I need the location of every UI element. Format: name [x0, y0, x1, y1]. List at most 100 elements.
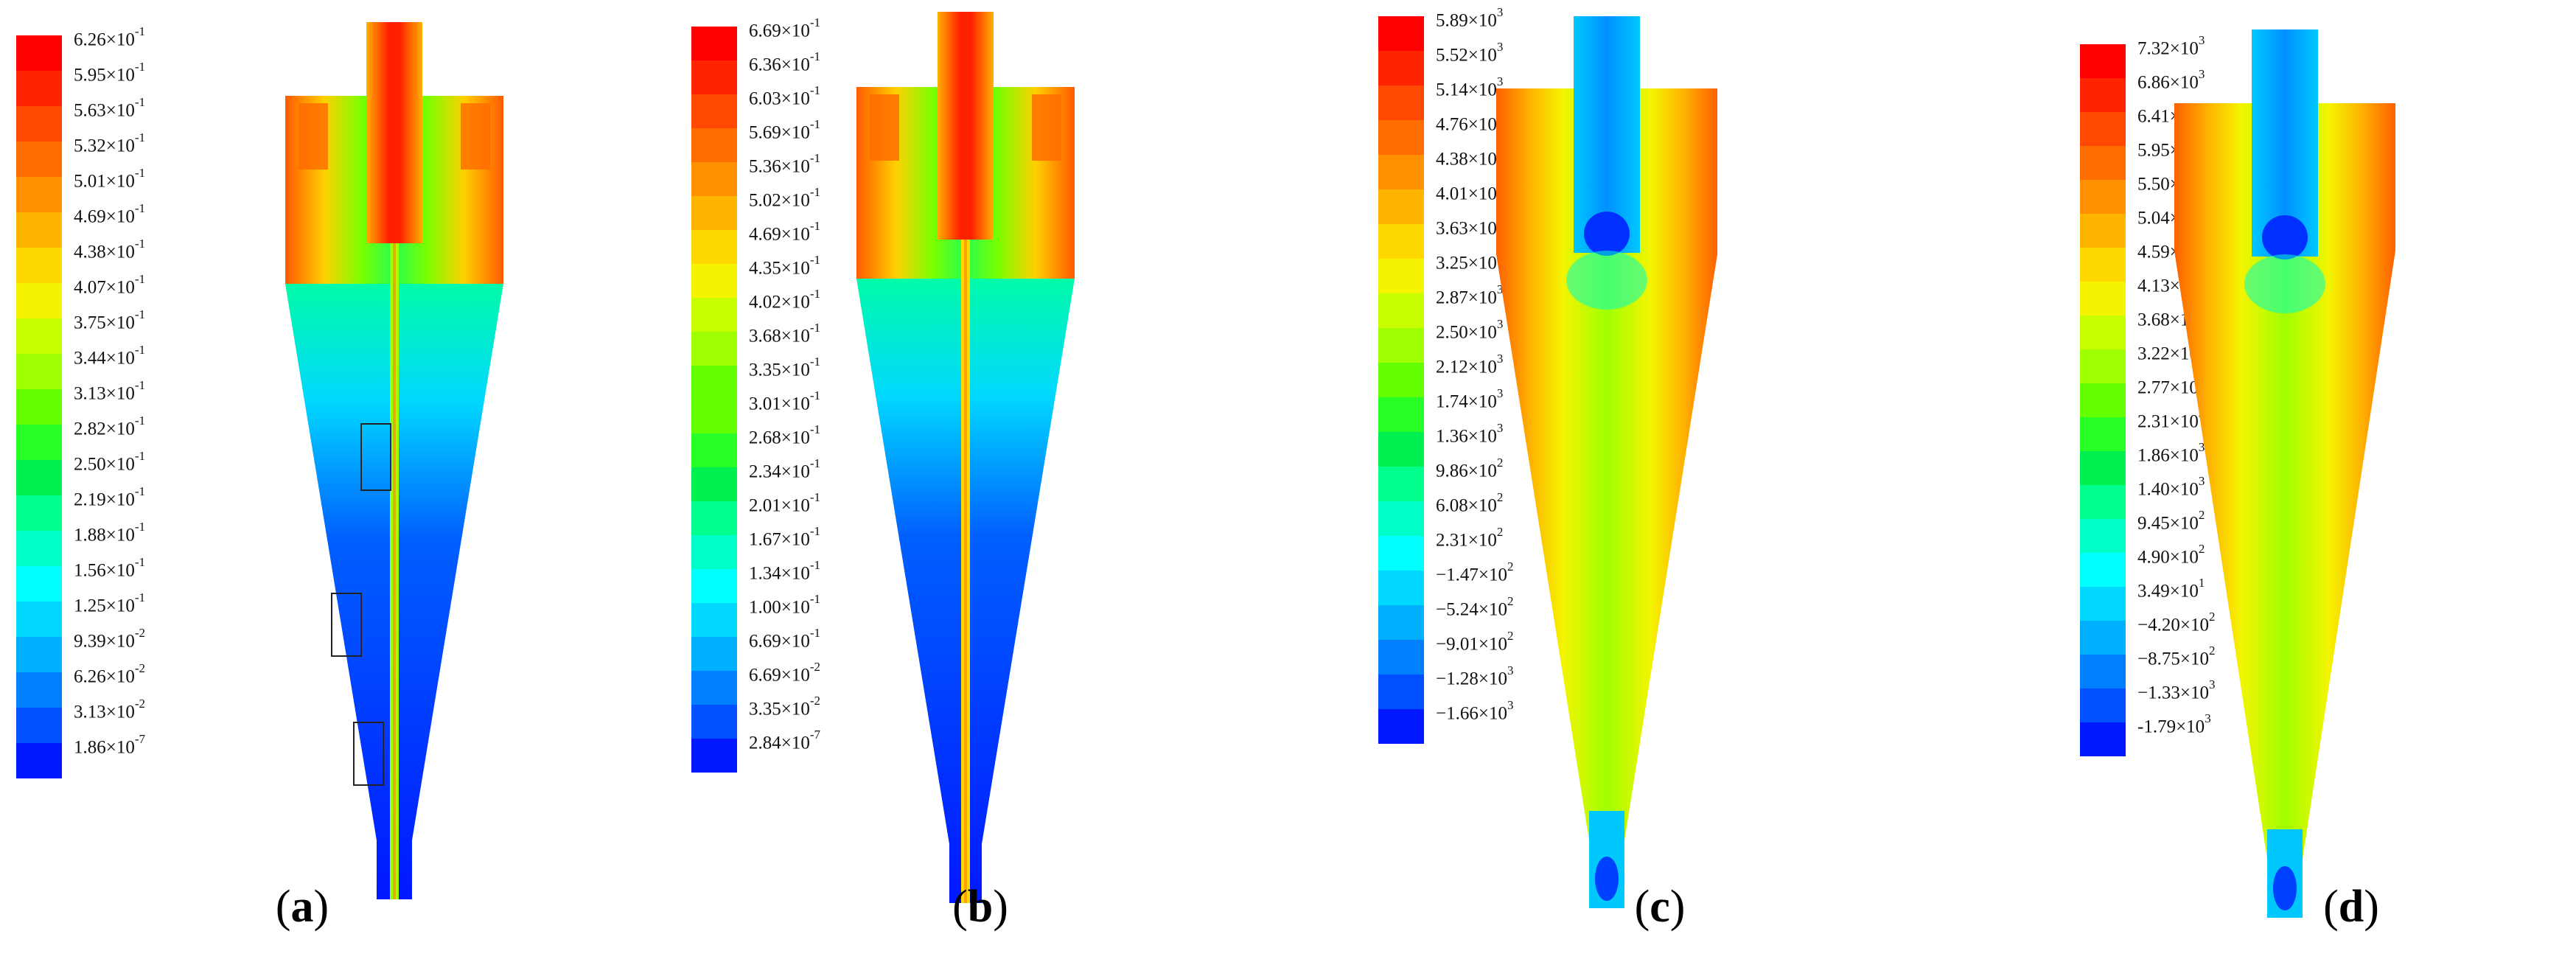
colorbar-tick-label: 5.69×10-1 [749, 117, 821, 143]
colorbar-tick-label: 3.13×10-1 [74, 378, 146, 404]
colorbar-swatch [2080, 519, 2126, 553]
colorbar-tick-label: 5.52×103 [1436, 40, 1504, 66]
colorbar-swatch [1378, 51, 1424, 86]
colorbar-swatch [1378, 224, 1424, 259]
colorbar-tick-label: 6.08×102 [1436, 490, 1504, 516]
colorbar-swatch [2080, 655, 2126, 689]
colorbar-swatch [1378, 155, 1424, 189]
colorbar-tick-label: 6.69×10-1 [749, 626, 821, 652]
colorbar-tick-label: 2.01×10-1 [749, 490, 821, 516]
colorbar-swatch [1378, 640, 1424, 675]
colorbar-swatch [1378, 571, 1424, 605]
colorbar-swatch [16, 602, 62, 637]
colorbar-swatch [1378, 397, 1424, 432]
colorbar-tick-label: 5.36×10-1 [749, 151, 821, 177]
colorbar-swatch [691, 603, 737, 637]
colorbar-swatch [2080, 180, 2126, 214]
cyclone-contour-a [285, 22, 503, 899]
colorbar-tick-label: 3.25×103 [1436, 248, 1503, 273]
caption-a: (a) [275, 882, 329, 932]
colorbar-swatch [2080, 451, 2126, 485]
colorbar-swatch [1378, 120, 1424, 155]
colorbar-swatch [1378, 501, 1424, 536]
colorbar-swatch [691, 501, 737, 535]
colorbar-swatch [2080, 282, 2126, 316]
colorbar-swatch [1378, 536, 1424, 571]
caption-d-letter: d [2338, 882, 2364, 932]
colorbar-swatch [16, 71, 62, 106]
colorbar-tick-label: 6.86×103 [2137, 67, 2205, 93]
colorbar-tick-label: 3.49×101 [2137, 576, 2205, 602]
colorbar-tick-label: 4.69×10-1 [74, 201, 146, 227]
colorbar-swatch [691, 739, 737, 773]
colorbar-swatch [2080, 485, 2126, 519]
colorbar-swatch [691, 467, 737, 501]
colorbar-swatch [2080, 689, 2126, 722]
colorbar-tick-label: 5.32×10-1 [74, 130, 146, 156]
colorbar-swatch [16, 283, 62, 318]
colorbar-tick-label: 3.22×103 [2137, 339, 2205, 364]
colorbar-swatch [2080, 248, 2126, 282]
caption-d: (d) [2323, 882, 2379, 932]
colorbar-tick-label: 4.35×10-1 [749, 253, 821, 279]
colorbar-tick-label: 7.32×103 [2137, 33, 2205, 59]
colorbar-tick-label: 2.87×103 [1436, 282, 1504, 308]
colorbar-swatch [691, 433, 737, 467]
colorbar-tick-label: 5.02×10-1 [749, 185, 821, 211]
colorbar-tick-label: 2.12×103 [1436, 352, 1504, 377]
colorbar-swatch [691, 128, 737, 162]
colorbar-swatch [16, 106, 62, 142]
low-pressure-zone [1584, 212, 1630, 256]
panel-d: 7.32×1036.86×1036.41×1035.95×1035.50×103… [1931, 0, 2576, 962]
colorbar-swatch [691, 535, 737, 569]
highlight-box [360, 423, 391, 491]
colorbar-tick-label: −1.47×102 [1436, 560, 1514, 585]
colorbar-swatch [1378, 709, 1424, 744]
colorbar-tick-label: 2.84×10-7 [749, 728, 821, 753]
colorbar-tick-label: 6.26×10-1 [74, 24, 146, 50]
colorbar-swatch [691, 569, 737, 603]
cyclone-body [2174, 103, 2395, 918]
colorbar-tick-label: 4.02×10-1 [749, 287, 821, 313]
colorbar-tick-label: 4.90×102 [2137, 542, 2205, 568]
colorbar-swatch [691, 705, 737, 739]
colorbar-tick-label: 1.88×10-1 [74, 520, 146, 546]
colorbar-tick-label: −1.28×103 [1436, 663, 1514, 689]
colorbar-swatch [16, 460, 62, 495]
colorbar-swatch [691, 332, 737, 366]
colorbar-tick-label: 2.68×10-1 [749, 422, 821, 448]
colorbar-swatch [691, 60, 737, 94]
colorbar-tick-label: 6.03×10-1 [749, 83, 821, 109]
colorbar-tick-label: 4.69×10-1 [749, 219, 821, 245]
colorbar-swatch [691, 162, 737, 196]
colorbar-tick-label: −5.24×102 [1436, 594, 1514, 620]
colorbar-tick-label: 3.13×10-2 [74, 697, 146, 722]
colorbar-swatch [1378, 189, 1424, 224]
colorbar-tick-label: 5.14×103 [1436, 74, 1504, 100]
colorbar-swatch [2080, 146, 2126, 180]
cyclone-contour-b [856, 12, 1075, 903]
colorbar-swatch [16, 425, 62, 460]
colorbar-swatch [1378, 259, 1424, 293]
colorbar-tick-label: 1.34×10-1 [749, 558, 821, 584]
colorbar-tick-label: 6.26×10-2 [74, 661, 146, 687]
highlight-box [353, 722, 384, 786]
colorbar-swatch [691, 366, 737, 400]
colorbar-tick-label: 1.86×103 [2137, 440, 2205, 466]
colorbar-tick-label: −9.01×102 [1436, 629, 1514, 655]
colorbar-tick-label: 2.19×10-1 [74, 484, 146, 510]
colorbar-swatch [691, 671, 737, 705]
colorbar-swatch [2080, 553, 2126, 587]
colorbar-swatch [1378, 432, 1424, 467]
colorbar-tick-label: 3.44×10-1 [74, 343, 146, 369]
colorbar-tick-label: 3.68×10-1 [749, 321, 821, 346]
colorbar-swatch [1378, 605, 1424, 640]
colorbar-swatch [1378, 86, 1424, 120]
colorbar-tick-label: -1.79×103 [2137, 711, 2211, 737]
colorbar-swatch [2080, 417, 2126, 451]
colorbar-swatch [691, 637, 737, 671]
colorbar-swatch [1378, 467, 1424, 501]
caption-b: (b) [952, 882, 1008, 932]
colorbar-tick-label: 9.86×102 [1436, 456, 1504, 481]
colorbar-swatch [2080, 349, 2126, 383]
